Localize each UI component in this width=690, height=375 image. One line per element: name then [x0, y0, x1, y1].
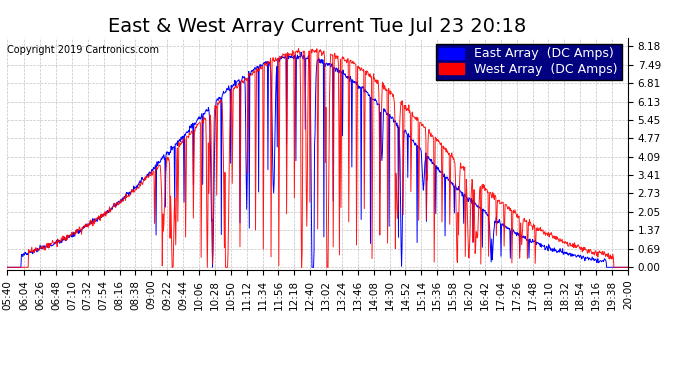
West Array  (DC Amps) [272, 58, 280, 63]
East Array  (DC Amps) [330, 66, 338, 70]
East Array  (DC Amps) [212, 99, 220, 104]
Line: East Array  (DC Amps): East Array (DC Amps) [7, 52, 628, 267]
East Array  (DC Amps) [272, 73, 280, 78]
Legend: East Array  (DC Amps), West Array  (DC Amps): East Array (DC Amps), West Array (DC Amp… [435, 44, 622, 80]
Line: West Array  (DC Amps): West Array (DC Amps) [7, 49, 628, 267]
West Array  (DC Amps) [108, 207, 116, 211]
West Array  (DC Amps) [295, 46, 303, 51]
West Array  (DC Amps) [624, 265, 632, 270]
East Array  (DC Amps) [3, 265, 11, 270]
West Array  (DC Amps) [85, 223, 93, 228]
East Array  (DC Amps) [85, 221, 93, 225]
West Array  (DC Amps) [342, 60, 351, 65]
East Array  (DC Amps) [297, 50, 305, 54]
East Array  (DC Amps) [342, 75, 351, 80]
Title: East & West Array Current Tue Jul 23 20:18: East & West Array Current Tue Jul 23 20:… [108, 17, 526, 36]
West Array  (DC Amps) [330, 149, 338, 153]
East Array  (DC Amps) [108, 206, 116, 210]
East Array  (DC Amps) [624, 265, 632, 270]
West Array  (DC Amps) [212, 104, 220, 108]
West Array  (DC Amps) [3, 265, 11, 270]
Text: Copyright 2019 Cartronics.com: Copyright 2019 Cartronics.com [7, 45, 159, 55]
